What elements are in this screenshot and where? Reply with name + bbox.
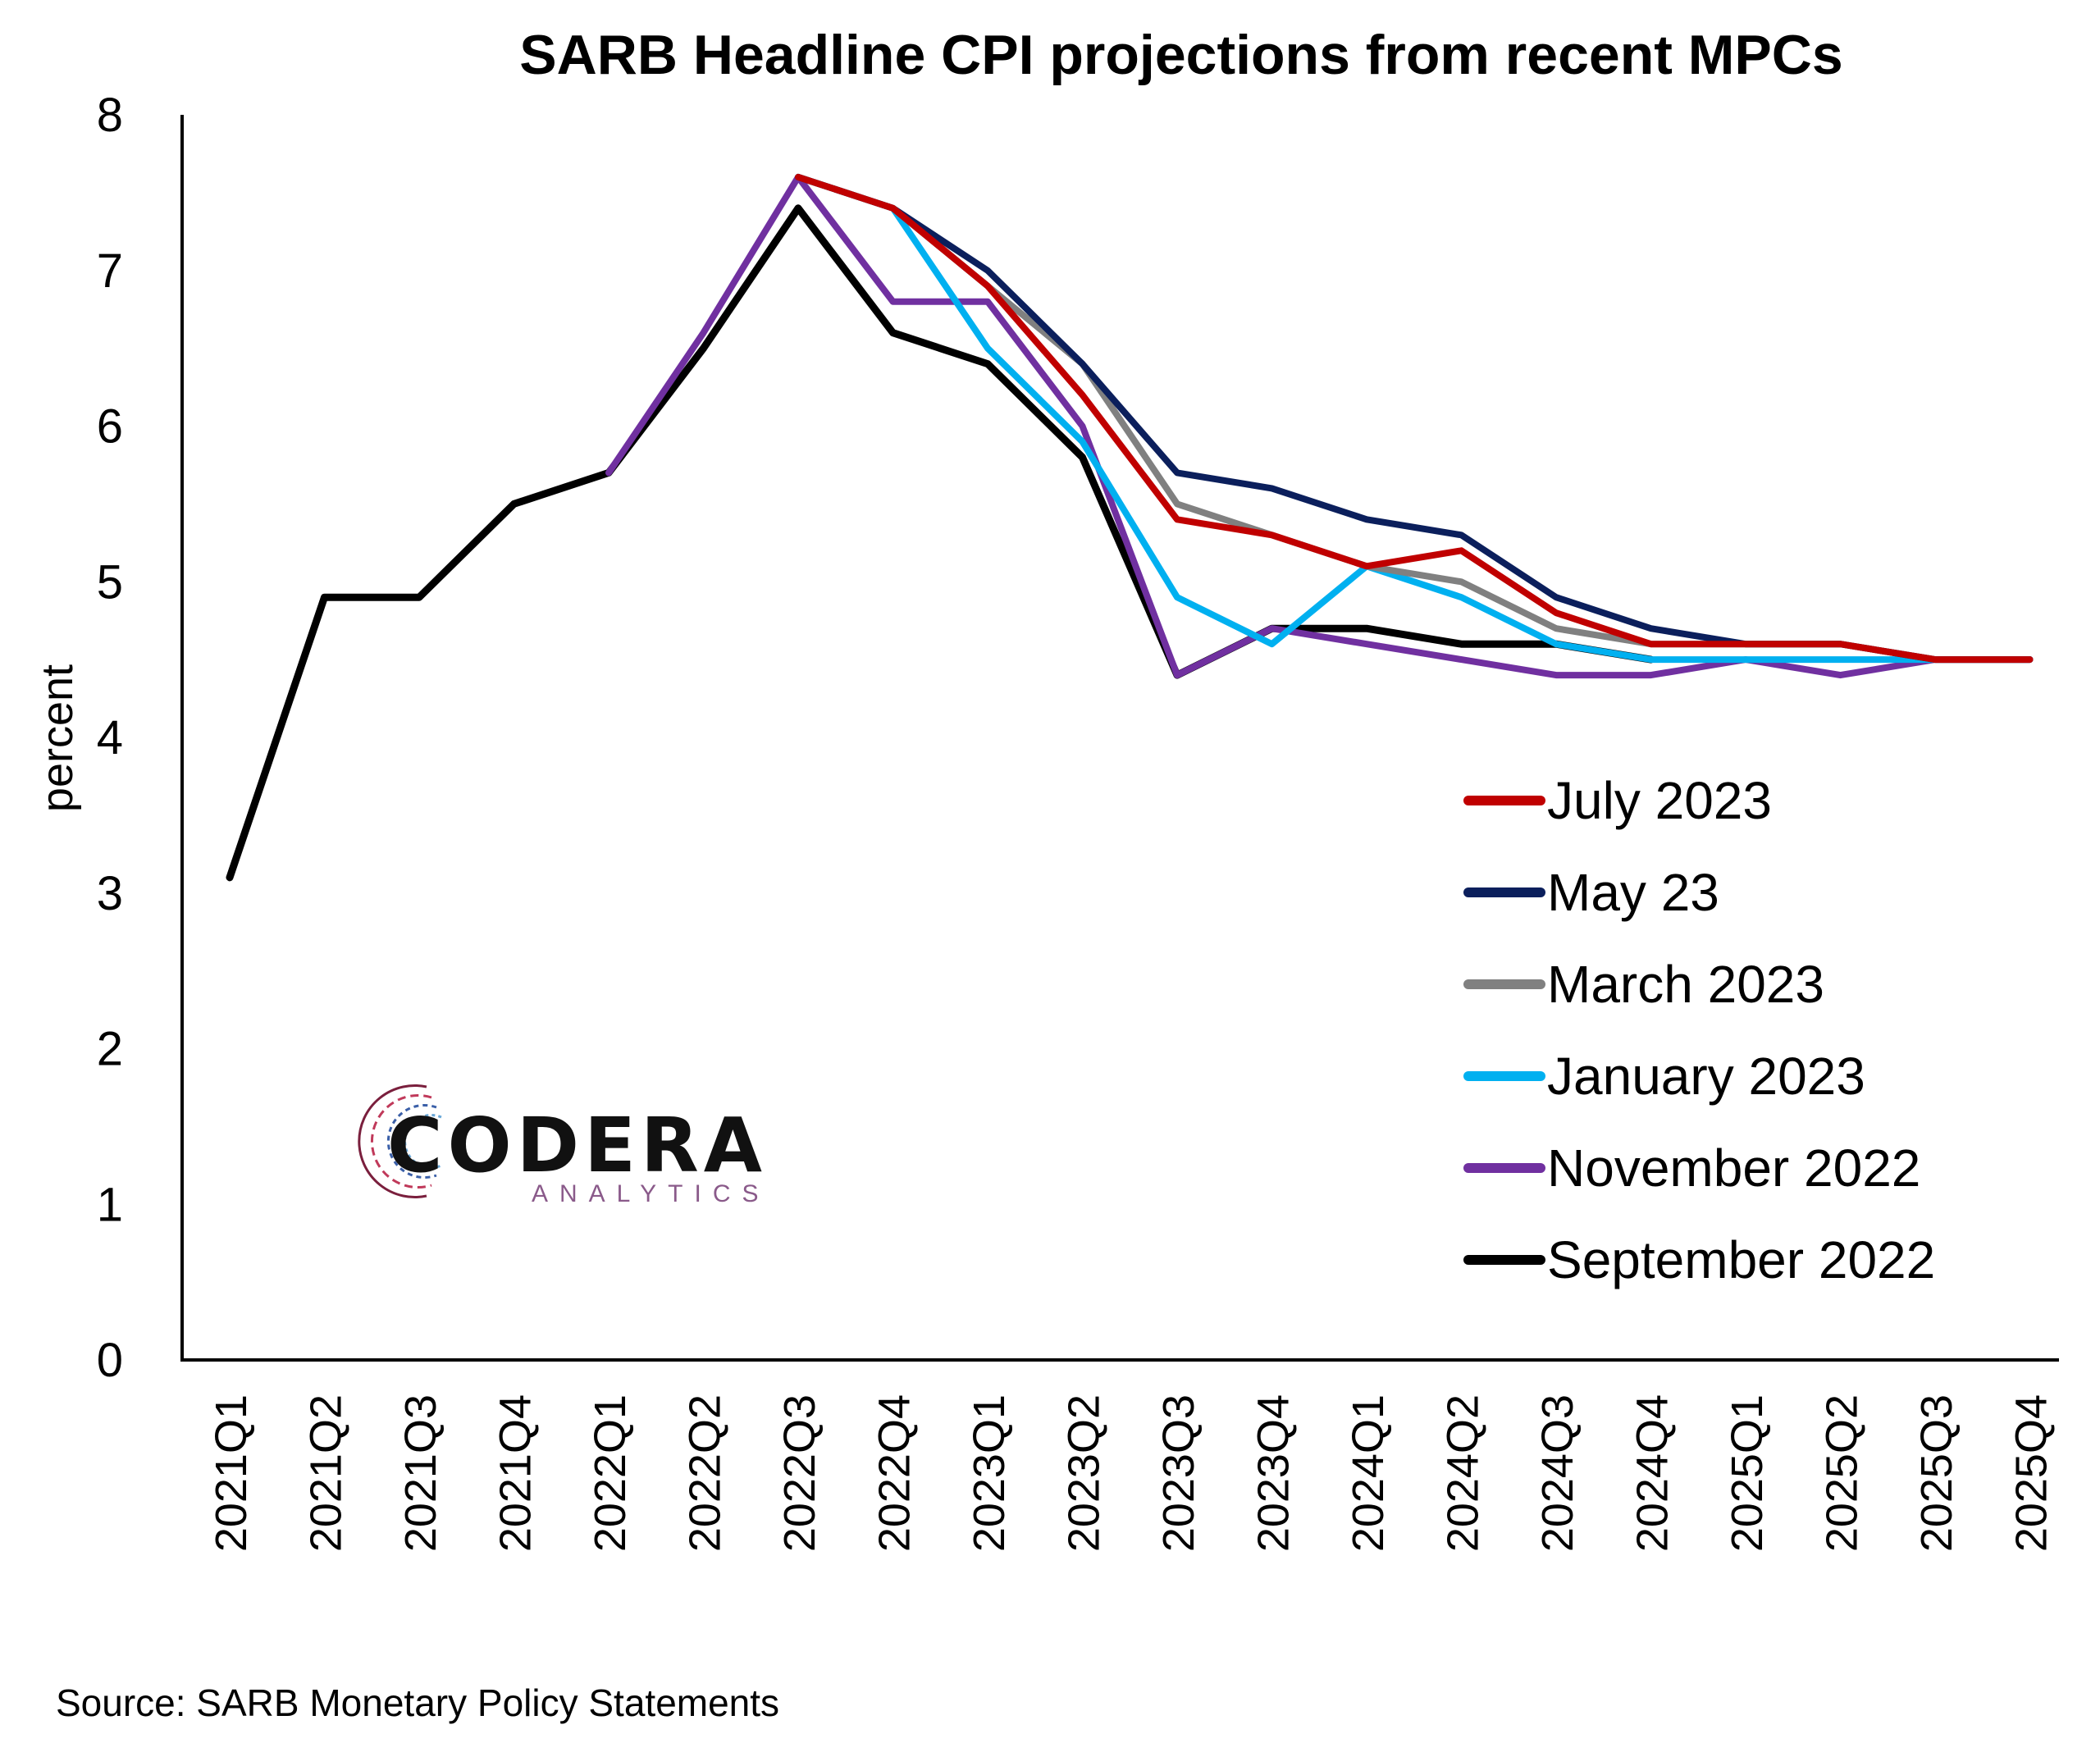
y-axis-label: percent	[33, 664, 82, 812]
x-tick-label: 2025Q3	[1912, 1394, 1961, 1552]
x-tick-label: 2025Q4	[2007, 1394, 2057, 1552]
source-note: Source: SARB Monetary Policy Statements	[56, 1681, 779, 1724]
y-axis-ticks: 0 1 2 3 4 5 6 7 8	[97, 89, 123, 1387]
y-tick-label: 8	[97, 89, 123, 142]
logo-subtitle: ANALYTICS	[532, 1180, 770, 1207]
y-tick-label: 6	[97, 400, 123, 454]
chart-title: SARB Headline CPI projections from recen…	[519, 24, 1842, 86]
legend-label: March 2023	[1547, 955, 1824, 1014]
series-line-january-2023	[795, 173, 2034, 664]
x-tick-label: 2023Q3	[1154, 1394, 1203, 1552]
y-tick-label: 1	[97, 1178, 123, 1231]
legend-label: January 2023	[1547, 1047, 1865, 1106]
y-tick-label: 5	[97, 555, 123, 609]
series-line-july-2023	[795, 173, 2034, 664]
x-tick-label: 2022Q4	[870, 1394, 920, 1552]
x-tick-label: 2023Q4	[1249, 1394, 1299, 1552]
series-lines	[226, 173, 2034, 882]
y-tick-label: 4	[97, 711, 123, 764]
series-line-november-2022	[605, 173, 2034, 679]
x-tick-label: 2024Q1	[1344, 1394, 1393, 1552]
y-tick-label: 3	[97, 867, 123, 920]
x-tick-label: 2021Q3	[396, 1394, 445, 1552]
x-tick-label: 2021Q1	[207, 1394, 256, 1552]
x-tick-label: 2022Q1	[586, 1394, 635, 1552]
x-tick-label: 2022Q2	[681, 1394, 730, 1552]
x-tick-label: 2023Q2	[1060, 1394, 1109, 1552]
series-line-march-2023	[795, 173, 2034, 664]
x-tick-label: 2024Q3	[1533, 1394, 1582, 1552]
x-tick-label: 2025Q2	[1818, 1394, 1867, 1552]
legend-label: November 2022	[1547, 1138, 1920, 1198]
codera-logo: CODERA ANALYTICS	[358, 1084, 770, 1207]
y-tick-label: 7	[97, 244, 123, 298]
series-line-may-23	[795, 173, 2034, 664]
y-tick-label: 2	[97, 1023, 123, 1076]
y-tick-label: 0	[97, 1334, 123, 1387]
logo-name: CODERA	[387, 1102, 767, 1189]
legend: July 2023 May 23 March 2023 January 2023 Nov…	[1463, 771, 1935, 1289]
x-tick-label: 2024Q2	[1439, 1394, 1488, 1552]
series-line-september-2022	[226, 204, 1655, 882]
x-tick-label: 2025Q1	[1723, 1394, 1772, 1552]
x-tick-label: 2022Q3	[775, 1394, 824, 1552]
x-tick-label: 2023Q1	[965, 1394, 1014, 1552]
x-tick-label: 2021Q4	[491, 1394, 541, 1552]
legend-label: July 2023	[1547, 771, 1772, 830]
legend-label: May 23	[1547, 863, 1719, 922]
x-axis-ticks: 2021Q1 2021Q2 2021Q3 2021Q4 2022Q1 2022Q2 2022…	[207, 1394, 2057, 1552]
legend-label: September 2022	[1547, 1230, 1935, 1289]
logo-emblem-icon	[358, 1084, 442, 1198]
x-tick-label: 2024Q4	[1628, 1394, 1678, 1552]
x-tick-label: 2021Q2	[302, 1394, 351, 1552]
